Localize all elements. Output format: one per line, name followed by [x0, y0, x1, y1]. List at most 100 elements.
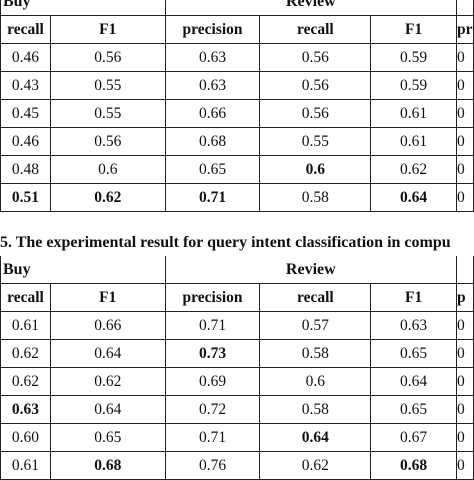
column-header: F1 — [370, 15, 457, 44]
table-cell: 0.56 — [49, 43, 166, 72]
group-header-row: Buy Review — [0, 256, 474, 284]
table-cell: 0 — [455, 451, 474, 480]
table-cell: 0 — [455, 71, 474, 100]
group-header-review: Review — [164, 0, 457, 16]
table-row: 0.60 0.65 0.71 0.64 0.67 0 — [0, 423, 474, 452]
table-cell: 0.58 — [259, 395, 372, 424]
table-cell: 0.62 — [49, 367, 166, 396]
table-cell: 0.45 — [0, 99, 51, 128]
table-cell: 0.69 — [164, 367, 261, 396]
group-header-buy: Buy — [0, 256, 166, 284]
column-header: F1 — [49, 283, 166, 312]
table-cell: 0 — [455, 423, 474, 452]
group-header-next — [455, 256, 474, 284]
table-cell: 0 — [455, 99, 474, 128]
table-cell: 0.48 — [0, 155, 51, 184]
table-cell: 0.76 — [164, 451, 261, 480]
table-cell: 0.68 — [370, 451, 457, 480]
table-cell: 0.66 — [164, 99, 261, 128]
column-header: precision — [164, 283, 261, 312]
table-cell: 0 — [455, 127, 474, 156]
table-cell: 0.55 — [49, 99, 166, 128]
table-row: 0.48 0.6 0.65 0.6 0.62 0 — [0, 155, 474, 184]
table-row: 0.43 0.55 0.63 0.56 0.59 0 — [0, 71, 474, 100]
table-cell: 0 — [455, 43, 474, 72]
table-cell: 0.43 — [0, 71, 51, 100]
table-cell: 0.51 — [0, 183, 51, 212]
table-cell: 0.55 — [49, 71, 166, 100]
column-header: recall — [259, 15, 372, 44]
table-cell: 0.68 — [49, 451, 166, 480]
table-row: 0.46 0.56 0.68 0.55 0.61 0 — [0, 127, 474, 156]
table-cell: 0 — [455, 155, 474, 184]
table-cell: 0.6 — [259, 367, 372, 396]
results-table-top: Buy Review recall F1 precision recall F1… — [0, 0, 474, 212]
table-cell: 0.71 — [164, 183, 261, 212]
table-cell: 0.63 — [370, 311, 457, 340]
table-cell: 0.62 — [0, 367, 51, 396]
table-cell: 0.60 — [0, 423, 51, 452]
table-cell: 0.57 — [259, 311, 372, 340]
table-cell: 0.68 — [164, 127, 261, 156]
table-cell: 0.59 — [370, 71, 457, 100]
group-header-buy: Buy — [0, 0, 166, 16]
column-header: p — [455, 283, 474, 312]
table-cell: 0.71 — [164, 423, 261, 452]
table-cell: 0.61 — [0, 311, 51, 340]
table-cell: 0.67 — [370, 423, 457, 452]
table-cell: 0.61 — [0, 451, 51, 480]
group-header-review: Review — [164, 256, 457, 284]
table-body-top: 0.46 0.56 0.63 0.56 0.59 0 0.43 0.55 0.63 0.56 0.5… — [0, 43, 474, 212]
table-cell: 0.63 — [0, 395, 51, 424]
table-cell: 0.64 — [370, 367, 457, 396]
table-cell: 0.46 — [0, 43, 51, 72]
table-cell: 0 — [455, 395, 474, 424]
table-row: 0.46 0.56 0.63 0.56 0.59 0 — [0, 43, 474, 72]
table-row: 0.61 0.68 0.76 0.62 0.68 0 — [0, 451, 474, 480]
table-cell: 0.61 — [370, 127, 457, 156]
table-cell: 0.73 — [164, 339, 261, 368]
table-cell: 0.6 — [49, 155, 166, 184]
group-header-row: Buy Review — [0, 0, 474, 16]
table-cell: 0.62 — [259, 451, 372, 480]
table-cell: 0 — [455, 183, 474, 212]
column-header: F1 — [49, 15, 166, 44]
column-header: recall — [0, 15, 51, 44]
table-row: 0.61 0.66 0.71 0.57 0.63 0 — [0, 311, 474, 340]
table-cell: 0.58 — [259, 339, 372, 368]
table-cell: 0.65 — [370, 339, 457, 368]
table-cell: 0.6 — [259, 155, 372, 184]
table-cell: 0.64 — [370, 183, 457, 212]
table-cell: 0.65 — [370, 395, 457, 424]
table-body-bottom: 0.61 0.66 0.71 0.57 0.63 0 0.62 0.64 0.73 0.58 0.6… — [0, 311, 474, 480]
column-header: recall — [0, 283, 51, 312]
group-header-next — [455, 0, 474, 16]
table-cell: 0.56 — [259, 99, 372, 128]
table-cell: 0.64 — [259, 423, 372, 452]
column-header: pr — [455, 15, 474, 44]
table-row: 0.62 0.62 0.69 0.6 0.64 0 — [0, 367, 474, 396]
table-row: 0.62 0.64 0.73 0.58 0.65 0 — [0, 339, 474, 368]
table-cell: 0.65 — [49, 423, 166, 452]
table-cell: 0.61 — [370, 99, 457, 128]
table-cell: 0.71 — [164, 311, 261, 340]
table-cell: 0.46 — [0, 127, 51, 156]
column-header: recall — [259, 283, 372, 312]
table-cell: 0.64 — [49, 395, 166, 424]
column-header-row: recall F1 precision recall F1 pr — [0, 15, 474, 44]
table-cell: 0.55 — [259, 127, 372, 156]
column-header-row: recall F1 precision recall F1 p — [0, 283, 474, 312]
table-cell: 0.56 — [49, 127, 166, 156]
table-row: 0.63 0.64 0.72 0.58 0.65 0 — [0, 395, 474, 424]
column-header: precision — [164, 15, 261, 44]
column-header: F1 — [370, 283, 457, 312]
table-cell: 0.72 — [164, 395, 261, 424]
table-cell: 0.58 — [259, 183, 372, 212]
table-cell: 0.62 — [370, 155, 457, 184]
table-cell: 0.66 — [49, 311, 166, 340]
table-row: 0.51 0.62 0.71 0.58 0.64 0 — [0, 183, 474, 212]
table-cell: 0.56 — [259, 71, 372, 100]
table-cell: 0 — [455, 311, 474, 340]
table-cell: 0.56 — [259, 43, 372, 72]
table-caption: 5. The experimental result for query int… — [0, 234, 451, 251]
